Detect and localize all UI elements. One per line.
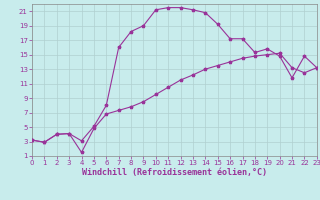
X-axis label: Windchill (Refroidissement éolien,°C): Windchill (Refroidissement éolien,°C) xyxy=(82,168,267,177)
